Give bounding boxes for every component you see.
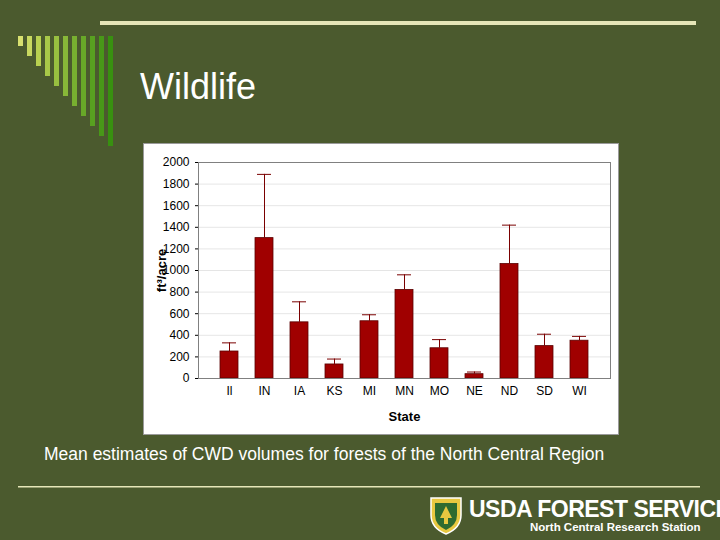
html-text:North Central Research Station: North Central Research Station <box>530 521 701 533</box>
svg-text:1600: 1600 <box>163 199 190 213</box>
svg-text:MI: MI <box>363 384 376 398</box>
svg-text:SD: SD <box>536 384 553 398</box>
svg-text:Il: Il <box>227 384 233 398</box>
svg-text:ft³/acre: ft³/acre <box>154 249 169 292</box>
svg-text:1200: 1200 <box>162 241 190 256</box>
svg-text:KS: KS <box>326 384 342 398</box>
svg-text:State: State <box>389 409 421 424</box>
html-text:Mean estimates of CWD volumes: Mean estimates of CWD volumes for forest… <box>44 444 605 464</box>
svg-text:1000: 1000 <box>162 263 190 278</box>
svg-text:200: 200 <box>169 350 189 364</box>
svg-text:400: 400 <box>169 328 189 342</box>
svg-text:ND: ND <box>501 384 519 398</box>
svg-text:0: 0 <box>183 371 190 385</box>
svg-text:1800: 1800 <box>163 177 190 191</box>
svg-text:1400: 1400 <box>163 220 190 234</box>
html-text:Wildlife: Wildlife <box>140 66 256 107</box>
svg-text:800: 800 <box>169 285 189 299</box>
svg-text:600: 600 <box>169 307 189 321</box>
svg-text:WI: WI <box>572 384 587 398</box>
svg-text:2000: 2000 <box>163 155 190 169</box>
svg-text:MO: MO <box>430 384 449 398</box>
svg-text:IA: IA <box>294 384 305 398</box>
svg-text:IN: IN <box>259 384 271 398</box>
svg-text:NE: NE <box>466 384 483 398</box>
svg-text:MN: MN <box>395 384 414 398</box>
